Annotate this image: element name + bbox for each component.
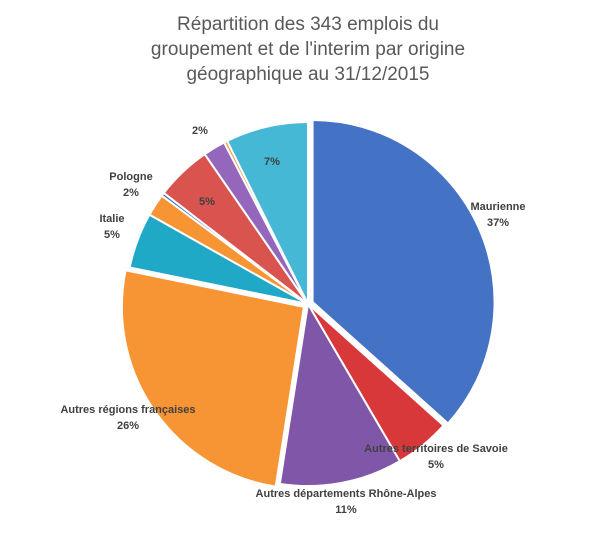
pie-label-3-percent: 26% (117, 420, 139, 432)
pie-label-2-percent: 11% (335, 504, 357, 516)
pie-label-0-percent: 37% (487, 217, 509, 229)
pie-label-4-name: Italie (99, 213, 124, 225)
chart-title: Répartition des 343 emplois du groupemen… (0, 12, 616, 87)
pie-label-1-percent: 5% (428, 459, 444, 471)
pie-label-3-name: Autres régions françaises (60, 404, 195, 416)
chart-title-line-2: groupement et de l'interim par origine (150, 39, 466, 60)
pie-label-1-name: Autres territoires de Savoie (364, 443, 508, 455)
pie-label-4-percent: 5% (104, 229, 120, 241)
pie-label-2-name: Autres départements Rhône-Alpes (256, 488, 437, 500)
pie-label-5-percent: 2% (123, 187, 139, 199)
pie-label-0-name: Maurienne (470, 201, 525, 213)
pie-slice-0 (311, 118, 496, 425)
chart-title-line-1: Répartition des 343 emplois du (177, 14, 439, 35)
pie-label-5-name: Pologne (109, 171, 152, 183)
pie-label-10-percent: 7% (264, 156, 280, 168)
pie-label-8-percent: 2% (192, 125, 208, 137)
pie-slice-10 (225, 120, 309, 305)
chart-title-line-3: géographique au 31/12/2015 (186, 64, 430, 85)
pie-slice-2 (278, 301, 402, 487)
pie-slice-3 (120, 269, 306, 488)
pie-label-7-percent: 5% (199, 196, 215, 208)
